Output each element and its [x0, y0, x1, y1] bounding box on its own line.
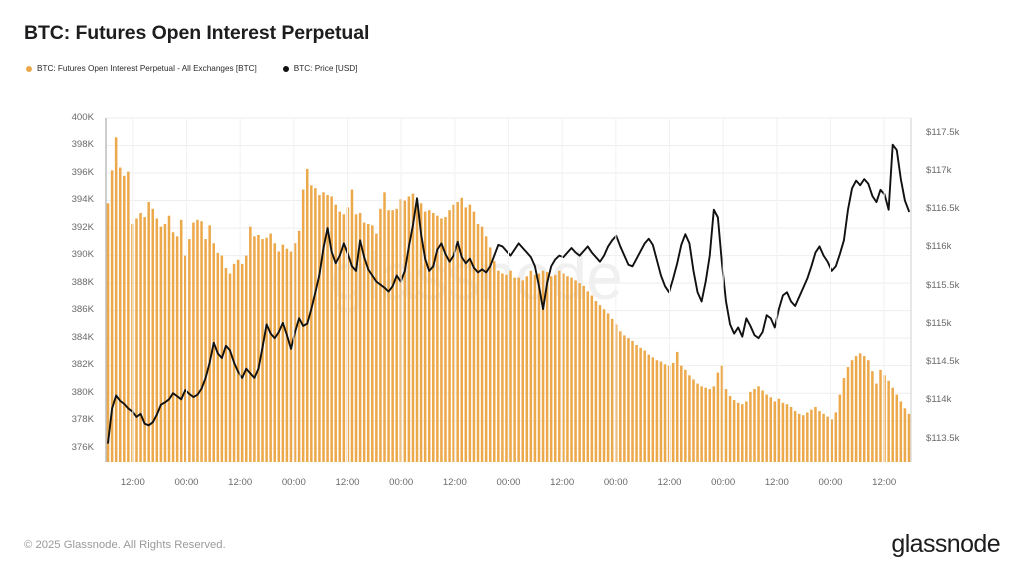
x-axis-tick-label: 00:00: [389, 477, 414, 488]
x-axis-tick-label: 00:00: [281, 477, 306, 488]
y-axis-left-tick-label: 390K: [71, 249, 94, 261]
y-axis-right-tick-label: $116.5k: [926, 203, 960, 215]
x-axis-tick-label: 12:00: [442, 477, 467, 488]
y-axis-right-tick-label: $114.5k: [926, 356, 960, 368]
y-axis-left-tick-label: 378K: [71, 414, 94, 426]
x-axis-tick-label: 12:00: [335, 477, 360, 488]
legend-item-label: BTC: Price [USD]: [293, 64, 358, 73]
y-axis-left-tick-label: 388K: [71, 276, 94, 288]
brand-logo: glassnode: [891, 530, 1000, 558]
circle-marker-icon: [26, 65, 32, 72]
y-axis-left-tick-label: 400K: [71, 111, 94, 123]
y-axis-left-tick-label: 392K: [71, 221, 94, 233]
y-axis-right-tick-label: $116k: [926, 241, 952, 253]
x-axis-tick-label: 00:00: [496, 477, 521, 488]
y-axis-left-tick-label: 396K: [71, 166, 94, 178]
x-axis-tick-label: 12:00: [228, 477, 253, 488]
footer-copyright: © 2025 Glassnode. All Rights Reserved.: [24, 539, 226, 551]
y-axis-left-tick-label: 386K: [71, 304, 94, 316]
x-axis-tick-label: 12:00: [657, 477, 682, 488]
x-axis-tick-label: 00:00: [711, 477, 736, 488]
y-axis-left-tick-label: 376K: [71, 441, 94, 453]
legend-item-open-interest[interactable]: BTC: Futures Open Interest Perpetual - A…: [26, 64, 257, 73]
y-axis-right-tick-label: $114k: [926, 394, 952, 406]
y-axis-left-tick-label: 380K: [71, 386, 94, 398]
y-axis-right-tick-label: $113.5k: [926, 432, 960, 444]
y-axis-left-tick-label: 394K: [71, 194, 94, 206]
x-axis-tick-label: 12:00: [764, 477, 789, 488]
page-title: BTC: Futures Open Interest Perpetual: [24, 22, 370, 44]
x-axis-tick-label: 12:00: [550, 477, 575, 488]
y-axis-left-tick-label: 382K: [71, 359, 94, 371]
x-axis-tick-label: 12:00: [872, 477, 897, 488]
legend-item-price[interactable]: BTC: Price [USD]: [282, 64, 358, 73]
x-axis-tick-label: 00:00: [174, 477, 199, 488]
y-axis-right-tick-label: $117.5k: [926, 126, 960, 138]
y-axis-left-tick-label: 398K: [71, 139, 94, 151]
y-axis-right-tick-label: $117k: [926, 165, 952, 176]
y-axis-right-tick-label: $115.5k: [926, 279, 960, 291]
y-axis-right-tick-label: $115k: [926, 317, 952, 329]
x-axis-tick-label: 00:00: [603, 477, 628, 488]
y-axis-left-tick-label: 384K: [71, 331, 94, 343]
chart-legend: BTC: Futures Open Interest Perpetual - A…: [26, 64, 384, 73]
x-axis-tick-label: 00:00: [818, 477, 843, 488]
x-axis-tick-label: 12:00: [120, 477, 145, 488]
legend-item-label: BTC: Futures Open Interest Perpetual - A…: [37, 64, 257, 73]
circle-marker-icon: [282, 65, 289, 72]
